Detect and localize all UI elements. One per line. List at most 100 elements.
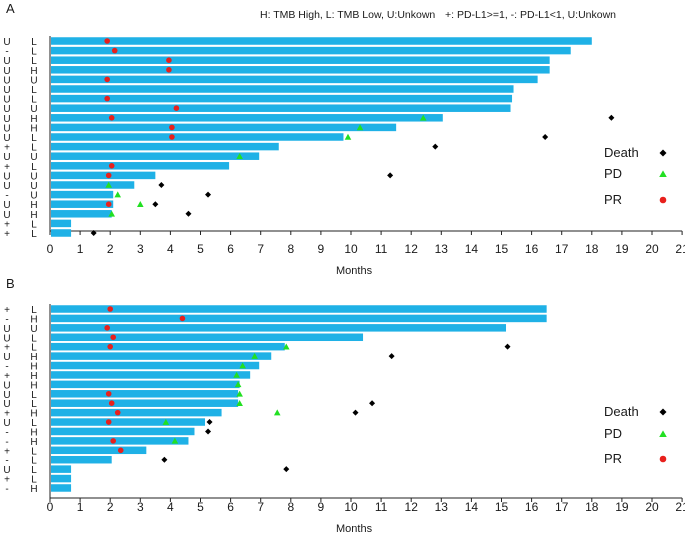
x-tick-label: 18 xyxy=(585,242,599,256)
x-tick-label: 21 xyxy=(675,500,685,514)
tmb-status-label: L xyxy=(31,133,37,144)
tmb-status-label: L xyxy=(31,333,37,344)
tmb-status-label: H xyxy=(30,437,37,448)
tmb-status-label: L xyxy=(31,418,37,429)
x-axis-title: Months xyxy=(336,523,373,534)
death-marker xyxy=(369,400,376,407)
pd-marker xyxy=(105,181,112,188)
tmb-status-label: L xyxy=(31,399,37,410)
pdl1-status-label: U xyxy=(3,66,10,77)
patient-bar xyxy=(51,181,135,189)
tmb-status-label: L xyxy=(31,390,37,401)
pdl1-status-label: U xyxy=(3,399,10,410)
patient-bar xyxy=(51,114,443,122)
patient-bar xyxy=(51,474,72,483)
legend-pr-label: PR xyxy=(604,451,622,466)
patient-bar xyxy=(51,446,147,455)
pd-marker xyxy=(273,409,281,416)
death-marker xyxy=(608,114,615,121)
tmb-status-label: U xyxy=(30,152,37,163)
patient-bar xyxy=(51,427,195,436)
patient-bar xyxy=(51,37,592,45)
x-tick-label: 11 xyxy=(375,242,388,256)
legend-pd-label: PD xyxy=(604,166,622,181)
x-tick-label: 13 xyxy=(435,500,449,514)
pdl1-status-label: U xyxy=(3,352,10,363)
legend-pd-marker xyxy=(659,170,667,177)
pr-marker xyxy=(104,325,110,331)
tmb-status-label: U xyxy=(30,104,37,115)
pd-marker xyxy=(236,400,243,406)
x-tick-label: 19 xyxy=(615,242,629,256)
x-tick-label: 11 xyxy=(375,500,388,514)
legend-pr-label: PR xyxy=(604,192,622,207)
pdl1-status-label: U xyxy=(3,56,10,67)
x-tick-label: 14 xyxy=(465,242,479,256)
pr-marker xyxy=(169,134,175,140)
pd-marker xyxy=(137,201,144,207)
pdl1-status-label: - xyxy=(5,362,8,373)
tmb-status-label: L xyxy=(31,219,37,230)
pdl1-status-label: + xyxy=(4,371,10,382)
death-marker xyxy=(205,191,212,198)
death-marker xyxy=(158,182,165,188)
x-tick-label: 4 xyxy=(167,500,174,514)
patient-bar xyxy=(51,133,344,141)
legend-pd-marker xyxy=(659,430,667,437)
pdl1-status-label: U xyxy=(3,133,10,144)
x-tick-label: 20 xyxy=(645,500,659,514)
patient-bar xyxy=(51,75,538,84)
patient-bar xyxy=(51,484,72,492)
patient-bar xyxy=(51,46,571,55)
tmb-status-label: U xyxy=(30,171,37,182)
patient-bar xyxy=(51,333,364,342)
pdl1-status-label: + xyxy=(4,343,10,354)
death-marker xyxy=(504,343,511,350)
pd-marker xyxy=(108,210,116,217)
pd-marker xyxy=(282,343,290,350)
x-tick-label: 2 xyxy=(107,500,114,514)
pd-marker xyxy=(251,352,258,359)
patient-bar xyxy=(51,66,550,74)
tmb-status-label: H xyxy=(30,484,37,495)
pdl1-status-label: U xyxy=(3,171,10,182)
patient-bar xyxy=(51,152,260,160)
legend-death-marker xyxy=(659,149,667,157)
pd-marker xyxy=(419,114,427,121)
patient-bar xyxy=(51,324,507,332)
tmb-status-label: L xyxy=(31,465,37,476)
tmb-status-label: H xyxy=(30,123,37,134)
panel-label: B xyxy=(6,276,15,291)
patient-bar xyxy=(51,342,285,351)
patient-bar xyxy=(51,162,230,170)
panel-a: A H: TMB High, L: TMB Low, U:Unkown +: PD-… xyxy=(3,1,685,277)
pd-marker xyxy=(234,381,242,388)
tmb-status-label: U xyxy=(30,324,37,335)
death-marker xyxy=(283,466,290,473)
tmb-status-label: H xyxy=(30,314,37,325)
tmb-status-label: H xyxy=(30,114,37,125)
x-tick-label: 5 xyxy=(197,242,204,256)
death-marker xyxy=(387,172,394,179)
patient-bar xyxy=(51,352,272,360)
pr-marker xyxy=(114,409,121,416)
pr-marker xyxy=(108,115,115,121)
x-tick-label: 1 xyxy=(77,500,84,514)
patient-bar xyxy=(51,219,72,228)
death-marker xyxy=(542,134,549,140)
death-marker xyxy=(432,143,439,150)
patient-bar xyxy=(51,465,72,473)
death-marker xyxy=(206,419,213,426)
x-tick-label: 6 xyxy=(227,500,234,514)
x-tick-label: 2 xyxy=(107,242,114,256)
death-marker xyxy=(90,230,97,236)
x-tick-label: 15 xyxy=(495,500,509,514)
patient-bar xyxy=(51,399,239,407)
pd-marker xyxy=(233,371,240,378)
pdl1-status-label: U xyxy=(3,418,10,429)
x-tick-label: 3 xyxy=(137,242,144,256)
x-tick-label: 3 xyxy=(137,500,144,514)
x-tick-label: 21 xyxy=(675,242,685,256)
tmb-status-label: L xyxy=(31,305,37,316)
tmb-status-label: L xyxy=(31,343,37,354)
